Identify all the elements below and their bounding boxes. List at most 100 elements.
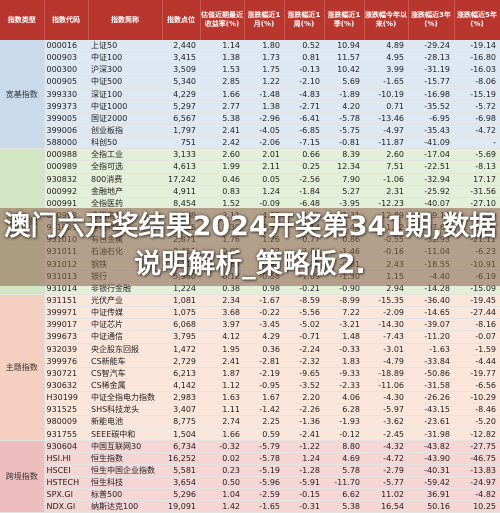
- index-code-cell: 000016: [44, 40, 88, 53]
- change-1m-cell: 1.75: [244, 63, 284, 77]
- change-1w-cell: -3.52: [284, 379, 324, 393]
- change-5y-cell: -10.29: [454, 391, 500, 405]
- index-name-cell: CS智汽车: [88, 367, 162, 380]
- pe-value-cell: 1.14: [200, 40, 244, 53]
- change-ytd-cell: -1.65: [364, 75, 408, 89]
- table-row: 000991 全指医药 8,454 1.52 -0.09 -6.48 -3.95 -12.23…: [0, 197, 500, 210]
- change-1w-cell: -6.85: [284, 124, 324, 138]
- points-cell: 1,797: [162, 124, 200, 138]
- change-5y-cell: -27.10: [454, 197, 500, 210]
- pe-value-cell: 1.99: [200, 160, 244, 174]
- change-1m-cell: 2.11: [244, 160, 284, 174]
- table-row: 931525 SHS科技龙头 3,407 1.11 -1.42 -2.26 6.28 -5.9…: [0, 403, 500, 417]
- change-3y-cell: 50.16: [408, 500, 454, 513]
- points-cell: 6,068: [162, 318, 200, 332]
- change-1m-cell: 2.01: [244, 148, 284, 162]
- pe-value-cell: 1.63: [200, 391, 244, 405]
- change-3y-cell: -31.98: [408, 428, 454, 441]
- change-1q-cell: 7.22: [324, 306, 364, 320]
- change-ytd-cell: -3.01: [364, 343, 408, 356]
- change-ytd-cell: 3.99: [364, 63, 408, 77]
- index-name-cell: 中证芯片: [88, 318, 162, 332]
- change-3y-cell: -16.98: [408, 88, 454, 101]
- index-code-cell: 588000: [44, 136, 88, 150]
- points-cell: 17,242: [162, 173, 200, 186]
- points-cell: 1,472: [162, 343, 200, 356]
- header-pe: 估值近期最近收益率(%): [200, 0, 245, 40]
- index-name-cell: 中证传媒: [88, 306, 162, 320]
- change-1m-cell: -5.79: [244, 440, 284, 453]
- index-code-cell: 399373: [44, 100, 88, 113]
- change-1w-cell: -2.26: [284, 403, 324, 417]
- index-name-cell: 中国互联网30: [88, 440, 162, 453]
- change-1q-cell: 7.90: [324, 173, 364, 186]
- change-ytd-cell: -11.06: [364, 379, 408, 393]
- table-row: HSI.HI 恒生指数 16,252 0.02 -5.78 1.24 4.69 -4.72 -4…: [0, 452, 500, 465]
- header-type: 指数类型: [0, 0, 45, 40]
- pe-value-cell: 3.68: [200, 306, 244, 320]
- pe-value-cell: 2.77: [200, 100, 244, 113]
- index-name-cell: 科创50: [88, 136, 162, 150]
- index-code-cell: 399330: [44, 88, 88, 101]
- table-row: 930632 CS稀金属 4,142 1.12 -0.95 -3.52 -2.33 -11.0…: [0, 379, 500, 393]
- index-name-cell: 纳斯达克100: [88, 500, 162, 513]
- change-ytd-cell: -1.06: [364, 173, 408, 186]
- change-5y-cell: -31.56: [454, 185, 500, 198]
- points-cell: 4,911: [162, 185, 200, 198]
- change-1m-cell: -3.45: [244, 318, 284, 332]
- index-code-cell: 931525: [44, 403, 88, 417]
- change-1q-cell: 5.78: [324, 464, 364, 478]
- change-1m-cell: -5.78: [244, 452, 284, 465]
- table-row: 399017 中证芯片 6,068 3.97 -3.45 -5.02 -3.21 -14.30…: [0, 318, 500, 332]
- change-5y-cell: -8.13: [454, 160, 500, 174]
- points-cell: 3,654: [162, 476, 200, 490]
- index-name-cell: 创业板指: [88, 124, 162, 138]
- change-1m-cell: -1.65: [244, 500, 284, 513]
- points-cell: 3,133: [162, 148, 200, 162]
- pe-value-cell: 2.60: [200, 148, 244, 162]
- points-cell: 3,415: [162, 51, 200, 65]
- index-code-cell: HSCEI: [44, 464, 88, 478]
- table-row: 000905 中证500 5,340 2.85 1.22 -2.10 5.69 -1.65 -1…: [0, 75, 500, 89]
- index-name-cell: 深证100: [88, 88, 162, 101]
- change-1m-cell: -1.42: [244, 403, 284, 417]
- pe-value-cell: 1.38: [200, 51, 244, 65]
- table-row: 000300 沪深300 3,509 1.53 1.75 -0.13 10.42 3.99 -3…: [0, 63, 500, 77]
- change-1q-cell: 4.06: [324, 391, 364, 405]
- pe-value-cell: 5.38: [200, 112, 244, 125]
- change-3y-cell: -36.40: [408, 294, 454, 308]
- index-name-cell: 中证全指电力指数: [88, 391, 162, 405]
- change-1w-cell: -5.02: [284, 318, 324, 332]
- points-cell: 6,213: [162, 367, 200, 380]
- change-1q-cell: -1.93: [324, 415, 364, 429]
- change-5y-cell: -: [454, 136, 500, 150]
- change-1w-cell: 2.20: [284, 391, 324, 405]
- points-cell: 4,229: [162, 88, 200, 101]
- table-row: 行业指数000988全指工业3,1332.602.010.668.392.60-…: [0, 148, 500, 295]
- change-ytd-cell: -5.97: [364, 403, 408, 417]
- index-code-cell: 930604: [44, 440, 88, 453]
- change-ytd-cell: -2.79: [364, 464, 408, 478]
- pe-value-cell: 2.74: [200, 415, 244, 429]
- change-1m-cell: 0.05: [244, 173, 284, 186]
- index-code-cell: 931755: [44, 428, 88, 441]
- change-1w-cell: -6.41: [284, 112, 324, 125]
- change-1m-cell: -2.06: [244, 136, 284, 150]
- pe-value-cell: 2.85: [200, 75, 244, 89]
- change-3y-cell: -40.07: [408, 197, 454, 210]
- table-row: 主题指数 931151 光伏产业 1,081 2.34 -1.67 -8.59 -8.99 -1…: [0, 294, 500, 441]
- index-name-cell: 中证500: [88, 75, 162, 89]
- change-1m-cell: 1.80: [244, 40, 284, 53]
- change-1m-cell: -1.48: [244, 88, 284, 101]
- change-3y-cell: -1.63: [408, 343, 454, 356]
- points-cell: 3,509: [162, 63, 200, 77]
- change-5y-cell: -15.19: [454, 88, 500, 101]
- change-1w-cell: -2.10: [284, 75, 324, 89]
- table-row: NDX.GI 纳斯达克100 19,091 1.42 -1.65 -0.31 5.38 16.…: [0, 500, 500, 513]
- index-code-cell: 930632: [44, 379, 88, 393]
- header-1w: 涨跌幅近1周(%): [284, 0, 325, 40]
- change-ytd-cell: -2.45: [364, 428, 408, 441]
- points-cell: 5,297: [162, 100, 200, 113]
- change-3y-cell: -28.13: [408, 51, 454, 65]
